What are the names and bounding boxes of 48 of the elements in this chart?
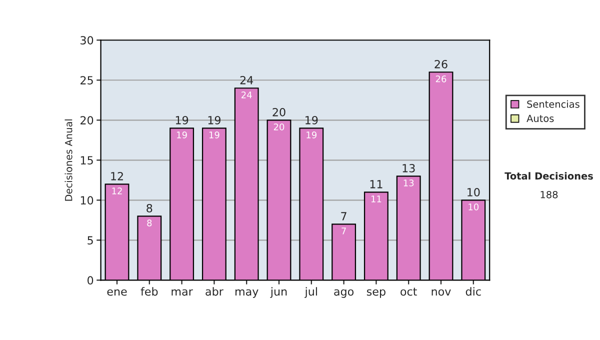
total-label: 20 <box>272 108 286 116</box>
x-tick-label: ago <box>334 289 354 298</box>
x-tick-label: feb <box>140 287 158 296</box>
x-tick-label: nov <box>432 289 451 296</box>
data-label: 19 <box>177 131 187 138</box>
x-tick-label: sep <box>366 289 386 298</box>
text: 188 <box>540 190 558 198</box>
total-label: 26 <box>434 60 448 68</box>
data-label: 26 <box>436 75 446 82</box>
data-label: 19 <box>209 131 220 138</box>
total-label: 19 <box>176 116 188 124</box>
x-tick-label: mar <box>172 289 193 296</box>
data-label: 12 <box>112 188 122 194</box>
x-tick-label: dic <box>466 287 481 296</box>
data-label: 13 <box>404 180 414 186</box>
total-label: 13 <box>402 164 415 172</box>
legend-label: Autos <box>526 114 554 122</box>
y-tick-label: 30 <box>80 36 94 44</box>
data-label: 11 <box>371 196 382 202</box>
x-tick-label: oct <box>400 288 417 296</box>
legend-label: Sentencias <box>527 100 580 108</box>
y-tick-label: 0 <box>88 276 94 285</box>
total-label: 10 <box>468 188 480 196</box>
data-label: 7 <box>342 228 346 234</box>
x-tick-label: jul <box>304 287 317 298</box>
total-label: 12 <box>111 172 123 180</box>
total-label: 24 <box>240 76 254 84</box>
x-tick-label: may <box>236 289 258 298</box>
x-tick-label: jun <box>270 287 287 298</box>
data-label: 19 <box>306 131 317 138</box>
y-tick-label: 25 <box>80 76 93 85</box>
x-tick-label: abr <box>206 287 224 296</box>
total-label: 19 <box>208 116 220 124</box>
total-label: 11 <box>370 180 382 188</box>
total-label: 7 <box>341 212 346 220</box>
y-tick-label: 10 <box>80 196 94 205</box>
y-axis-title: Decisiones Anual <box>64 119 72 201</box>
total-label: 19 <box>306 116 318 124</box>
text: Total Decisiones <box>504 172 593 180</box>
total-label: 8 <box>146 204 152 212</box>
data-label: 24 <box>242 91 252 98</box>
y-tick-label: 5 <box>88 236 93 245</box>
data-label: 20 <box>274 123 284 130</box>
data-label: 8 <box>147 220 152 226</box>
y-tick-label: 20 <box>80 116 94 125</box>
data-label: 10 <box>468 204 479 210</box>
x-tick-label: ene <box>107 289 127 296</box>
y-tick-label: 15 <box>80 156 93 165</box>
